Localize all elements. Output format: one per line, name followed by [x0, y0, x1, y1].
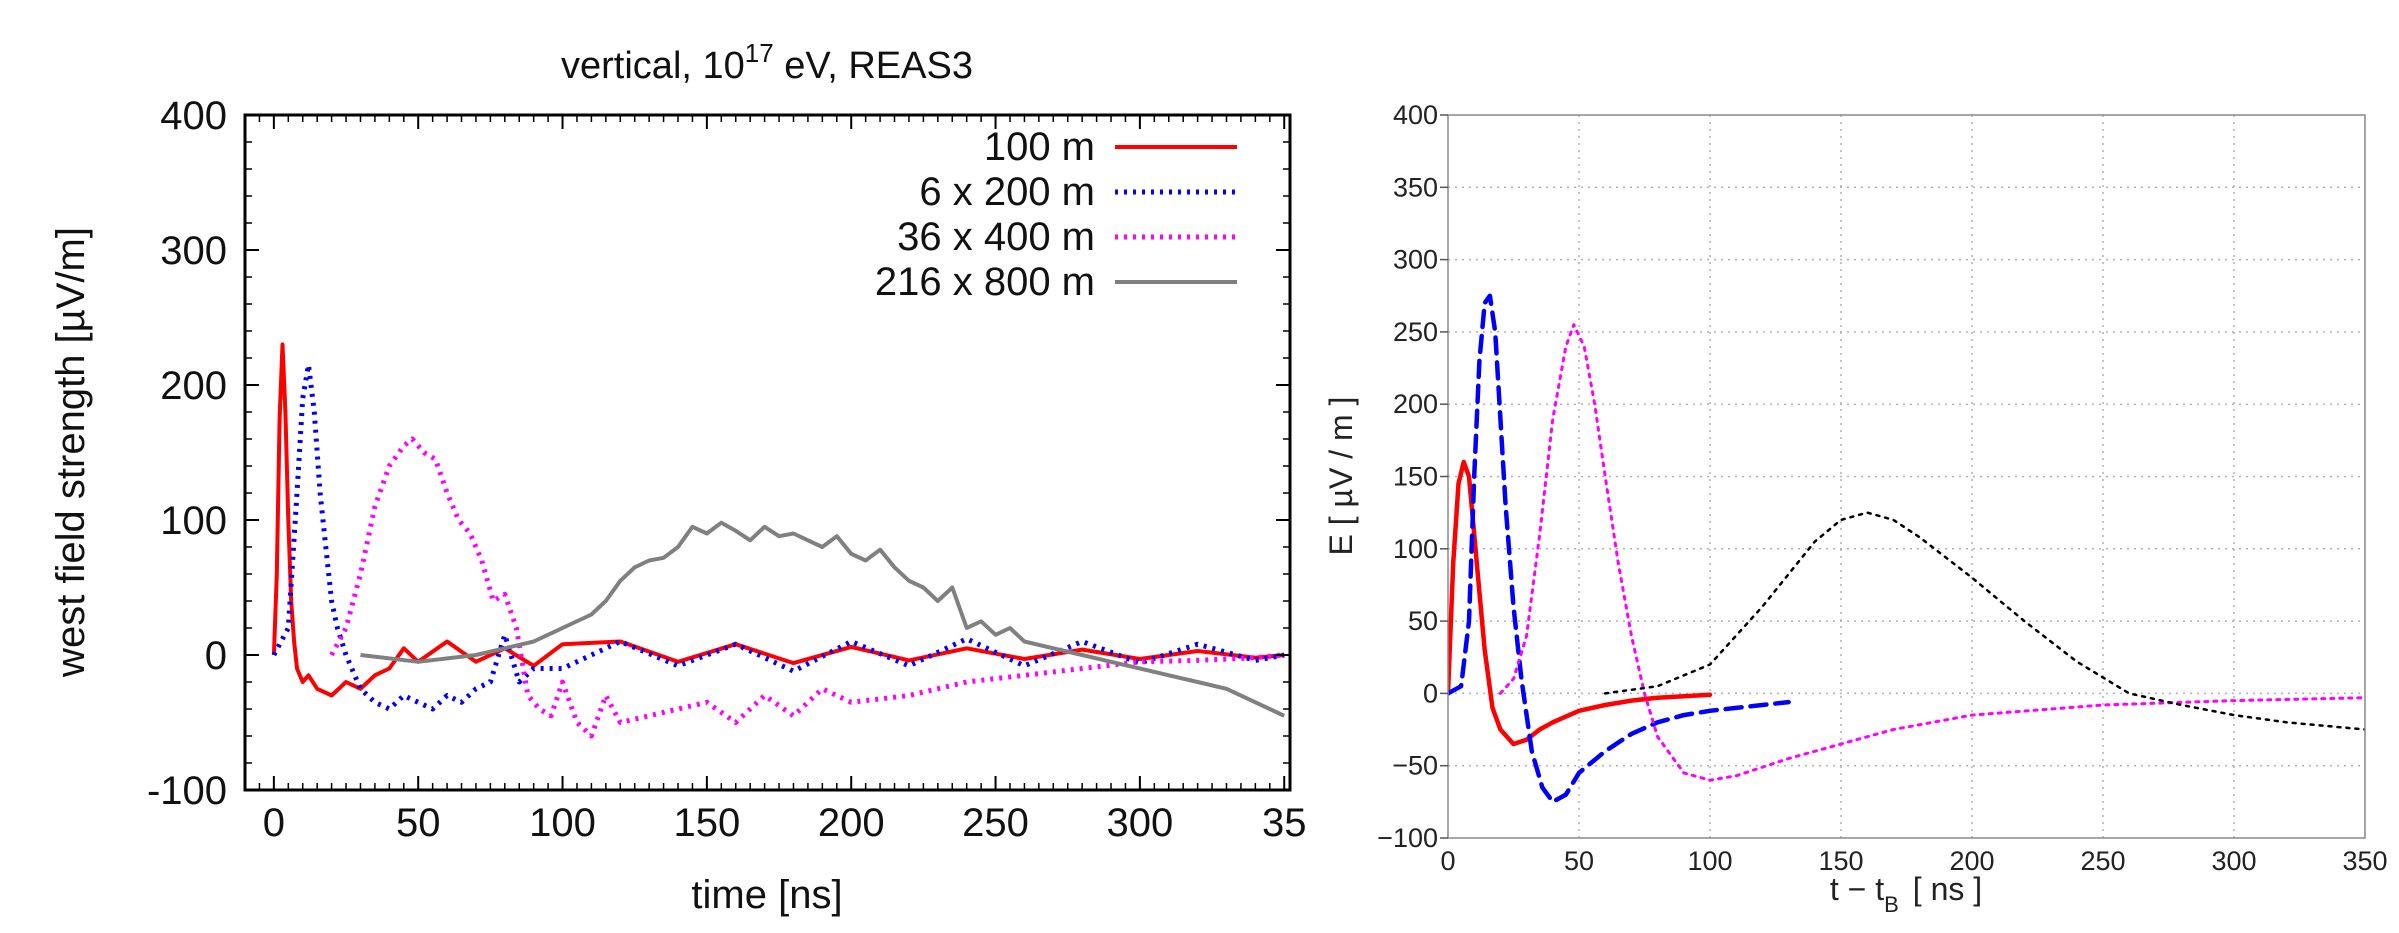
- right-y-tick-label: 100: [1393, 534, 1438, 564]
- left-y-axis-label: west field strength [µV/m]: [49, 227, 93, 678]
- right-ticks: 0 50 100 150 200 250 300 350 −100 −50 0 50 100 150 200…: [1377, 100, 2387, 876]
- right-y-tick-label: −50: [1392, 751, 1438, 781]
- right-y-tick-label: 0: [1423, 678, 1438, 708]
- right-x-tick-label: 200: [1949, 846, 1994, 876]
- left-plot-frame: [243, 113, 1292, 792]
- left-y-tick-label: 0: [205, 634, 227, 678]
- right-x-tick-label: 300: [2211, 846, 2256, 876]
- right-grid: [1448, 115, 2365, 838]
- left-y-tick-label: 400: [160, 94, 227, 138]
- right-series-group: [1448, 293, 2365, 805]
- right-series-line-3: [1603, 511, 2365, 731]
- left-x-tick-label: 50: [396, 801, 441, 845]
- left-x-tick-label: 150: [674, 801, 741, 845]
- left-series-line-3: [360, 520, 1286, 718]
- left-chart: vertical, 1017 eV, REAS3 0 50 100 150 200 250…: [49, 38, 1306, 917]
- left-series-line-0: [271, 342, 1285, 698]
- left-ticks: 0 50 100 150 200 250 300 35 -100 0 100 200 300 400: [147, 94, 1307, 845]
- left-x-tick-label: 35: [1262, 801, 1307, 845]
- left-series-line-2: [329, 436, 1285, 739]
- right-x-tick-label: 100: [1687, 846, 1732, 876]
- right-y-tick-label: 300: [1393, 245, 1438, 275]
- left-series-group: [271, 342, 1286, 739]
- right-y-tick-label: 150: [1393, 462, 1438, 492]
- left-series-line-1: [271, 362, 1285, 712]
- right-x-tick-label: 0: [1440, 846, 1455, 876]
- left-x-tick-label: 0: [263, 801, 285, 845]
- left-y-tick-label: 100: [160, 499, 227, 543]
- right-y-tick-label: −100: [1377, 823, 1438, 853]
- right-plot-frame: [1447, 114, 2366, 839]
- right-series-line-2: [1498, 323, 2365, 782]
- left-x-tick-label: 200: [818, 801, 885, 845]
- right-y-axis-label: E [ µV / m ]: [1323, 397, 1359, 556]
- right-x-axis-label: t − tB[ ns ]: [1830, 871, 1982, 917]
- right-x-tick-label: 350: [2342, 846, 2387, 876]
- left-x-tick-label: 100: [529, 801, 596, 845]
- left-x-tick-label: 300: [1107, 801, 1174, 845]
- left-y-tick-label: 300: [160, 229, 227, 273]
- left-y-tick-label: 200: [160, 364, 227, 408]
- legend-label: 36 x 400 m: [897, 215, 1095, 259]
- right-y-tick-label: 50: [1408, 606, 1438, 636]
- right-y-tick-label: 200: [1393, 389, 1438, 419]
- left-y-tick-label: -100: [147, 769, 227, 813]
- right-x-tick-label: 50: [1564, 846, 1594, 876]
- right-y-tick-label: 250: [1393, 317, 1438, 347]
- right-x-tick-label: 250: [2080, 846, 2125, 876]
- left-x-tick-label: 250: [962, 801, 1029, 845]
- left-chart-title: vertical, 1017 eV, REAS3: [561, 38, 973, 87]
- right-series-line-1: [1448, 293, 1791, 805]
- right-y-tick-label: 400: [1393, 100, 1438, 130]
- left-x-axis-label: time [ns]: [691, 873, 842, 917]
- right-series-line-0: [1448, 459, 1713, 747]
- legend-label: 6 x 200 m: [919, 170, 1095, 214]
- right-chart: 0 50 100 150 200 250 300 350 −100 −50 0 50 100 150 200…: [1323, 100, 2388, 917]
- right-y-tick-label: 350: [1393, 172, 1438, 202]
- legend-label: 216 x 800 m: [875, 260, 1095, 304]
- legend-label: 100 m: [984, 125, 1095, 169]
- right-x-tick-label: 150: [1818, 846, 1863, 876]
